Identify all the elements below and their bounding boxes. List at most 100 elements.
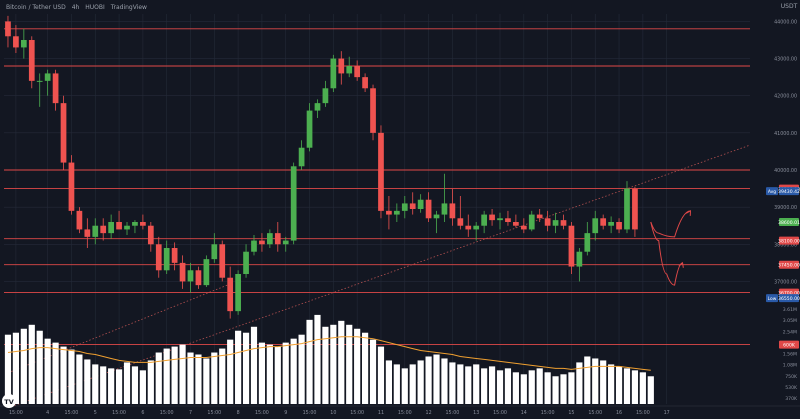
- volume-ma-line: [7, 336, 651, 371]
- candle-body: [592, 218, 599, 234]
- tradingview-logo-icon[interactable]: TV: [2, 394, 16, 408]
- volume-bar: [512, 372, 519, 404]
- candle: [632, 186, 638, 237]
- candle: [528, 210, 535, 232]
- volume-bar: [401, 368, 408, 404]
- price-badge-label: 39430.42: [778, 189, 800, 195]
- volume-bar: [52, 342, 59, 404]
- candle-body: [624, 188, 630, 230]
- chart-header: Bitcoin / Tether USD 4h HUOBI TradingVie…: [6, 3, 798, 11]
- time-tick-label: 17: [664, 410, 670, 416]
- candle-body: [481, 214, 487, 226]
- candle-body: [425, 199, 432, 219]
- volume-bar: [322, 326, 329, 404]
- candle-body: [322, 88, 329, 104]
- volume-bar: [44, 338, 51, 404]
- candle: [362, 73, 368, 92]
- volume-bar: [235, 330, 242, 404]
- candle-body: [560, 220, 567, 226]
- price-badge-tag-box: [766, 294, 778, 303]
- candle-body: [632, 188, 638, 230]
- volume-bar: [481, 368, 488, 404]
- candle: [505, 210, 511, 226]
- candle-body: [267, 233, 273, 245]
- candle: [227, 266, 234, 319]
- candle: [441, 173, 448, 222]
- candle-body: [417, 199, 424, 209]
- volume-bar: [504, 368, 512, 404]
- candle: [282, 236, 289, 252]
- time-tick-label: 10: [330, 410, 336, 416]
- time-tick-label: 15:00: [9, 410, 23, 416]
- svg-text:Bitcoin / Tether USD 4h: Bitcoin / Tether USD 4h HUOBI TradingVie…: [6, 4, 147, 11]
- candle-body: [433, 214, 440, 219]
- volume-tick-label: 3.05M: [783, 318, 797, 324]
- volume-bar: [449, 362, 456, 404]
- volume-bar: [441, 358, 448, 404]
- volume-bar: [155, 352, 162, 404]
- candle: [306, 103, 313, 152]
- volume-bar: [576, 362, 583, 404]
- candle: [544, 210, 551, 232]
- volume-tick-label: 750K: [785, 374, 798, 380]
- time-axis[interactable]: 15:00 4 15:00 5 15:00 6 15:00 7 15:00 8 15:00 9 15:0…: [0, 405, 800, 416]
- candle-body: [457, 218, 464, 226]
- volume-bar: [631, 370, 639, 404]
- candle: [100, 218, 107, 241]
- time-tick-label: 15:00: [303, 410, 317, 416]
- volume-bar: [20, 328, 27, 404]
- volume-bar: [314, 314, 321, 404]
- candle: [84, 218, 91, 248]
- volume-bar: [250, 326, 258, 404]
- projection-path-1: [650, 221, 683, 286]
- price-tick-label: 42000.00: [774, 94, 797, 100]
- time-tick-label: 4: [46, 410, 49, 416]
- price-badge-label: 37450.00: [778, 263, 800, 269]
- volume-bar: [330, 324, 337, 404]
- candle-body: [179, 262, 186, 282]
- candle: [449, 188, 456, 226]
- volume-bar: [12, 332, 19, 404]
- volume-bar: [346, 324, 353, 404]
- candle: [425, 192, 432, 222]
- candle-body: [441, 203, 448, 215]
- candle-body: [338, 58, 345, 74]
- candle: [195, 266, 202, 289]
- volume-bar: [488, 366, 496, 404]
- candle: [243, 244, 249, 278]
- candle-body: [5, 21, 11, 37]
- candle-body: [219, 244, 226, 278]
- candle-body: [584, 233, 591, 252]
- volume-bar: [187, 352, 194, 404]
- price-badge: [779, 260, 799, 269]
- candle: [560, 214, 567, 230]
- candle: [290, 162, 297, 245]
- candle: [76, 207, 83, 234]
- candle: [68, 155, 75, 215]
- time-tick-label: 7: [189, 410, 192, 416]
- projection-arrowhead-1: [678, 261, 684, 268]
- candle-body: [393, 210, 400, 215]
- candle-body: [140, 222, 146, 226]
- projection-path-0: [650, 210, 691, 238]
- candle-body: [497, 218, 503, 221]
- volume-bar: [608, 364, 615, 404]
- candle: [235, 270, 241, 315]
- candle-body: [60, 103, 67, 163]
- price-tick-label: 38000.00: [774, 242, 797, 248]
- price-axis[interactable]: 44000.00 43000.00 42000.00 41000.00 40000.00…: [752, 0, 800, 419]
- candle-body: [132, 222, 138, 226]
- candle-body: [528, 214, 535, 230]
- candle: [584, 222, 591, 256]
- volume-bar: [131, 366, 139, 404]
- candles-layer: [5, 15, 638, 319]
- price-badge: [779, 187, 799, 196]
- volume-bar: [147, 360, 154, 404]
- price-badge: [779, 294, 799, 303]
- volume-bar: [28, 324, 35, 404]
- volume-bar: [647, 376, 654, 404]
- candle-body: [36, 80, 43, 82]
- candle-body: [544, 218, 551, 226]
